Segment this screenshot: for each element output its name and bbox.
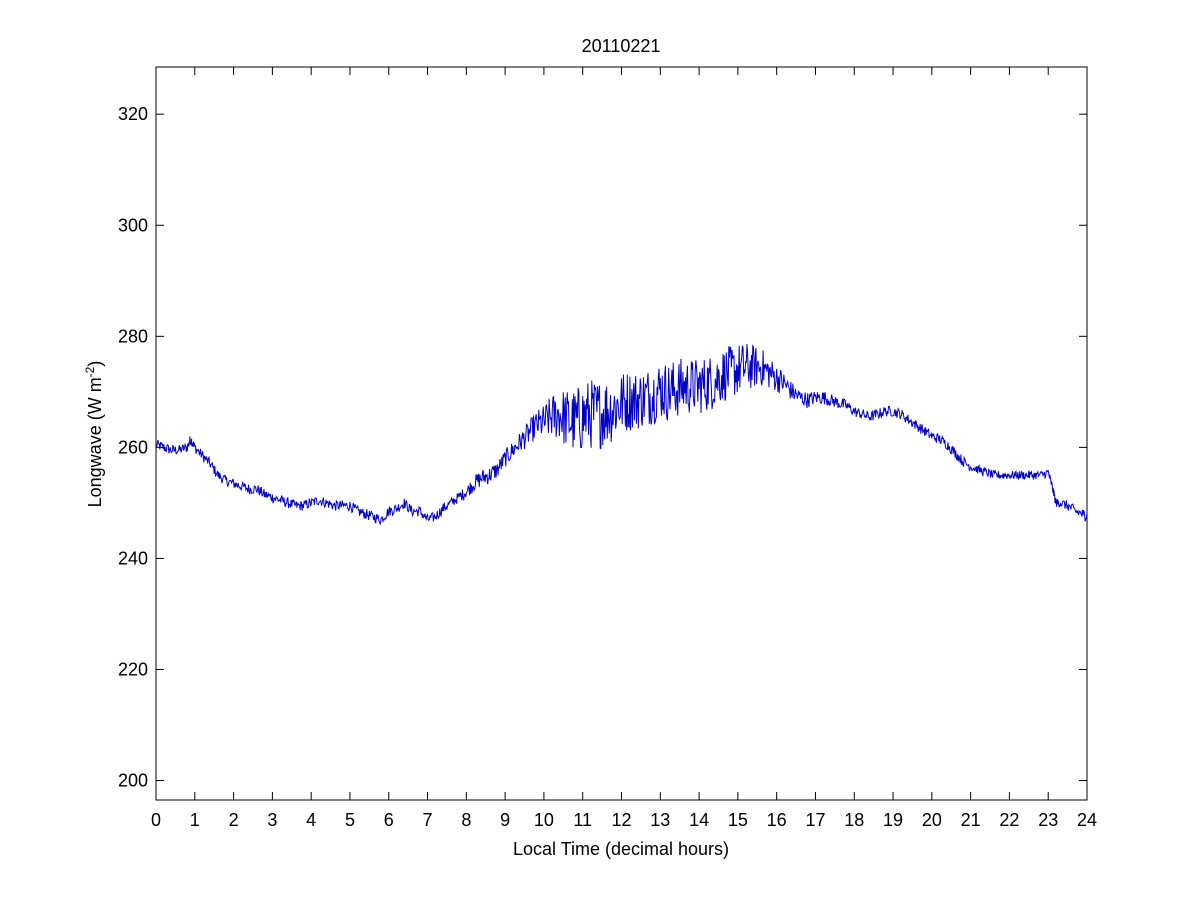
x-tick-label: 15 bbox=[728, 810, 748, 830]
chart-title: 20110221 bbox=[582, 36, 661, 56]
x-tick-label: 1 bbox=[190, 810, 200, 830]
y-tick-label: 300 bbox=[118, 215, 148, 235]
plot-area-frame bbox=[155, 66, 1088, 801]
x-tick-label: 16 bbox=[767, 810, 787, 830]
x-tick-label: 19 bbox=[883, 810, 903, 830]
x-tick-label: 0 bbox=[151, 810, 161, 830]
x-tick-label: 4 bbox=[306, 810, 316, 830]
x-tick-label: 23 bbox=[1038, 810, 1058, 830]
y-tick-label: 320 bbox=[118, 104, 148, 124]
x-tick-label: 5 bbox=[345, 810, 355, 830]
x-tick-label: 13 bbox=[650, 810, 670, 830]
y-axis-label-suffix: ) bbox=[85, 361, 105, 367]
x-tick-label: 2 bbox=[229, 810, 239, 830]
x-tick-label: 7 bbox=[423, 810, 433, 830]
x-tick-label: 12 bbox=[611, 810, 631, 830]
y-axis-label: Longwave (W m-2) bbox=[83, 361, 105, 508]
x-axis-label: Local Time (decimal hours) bbox=[513, 839, 729, 859]
y-tick-label: 280 bbox=[118, 326, 148, 346]
y-tick-label: 220 bbox=[118, 660, 148, 680]
x-tick-label: 18 bbox=[844, 810, 864, 830]
x-tick-label: 9 bbox=[500, 810, 510, 830]
longwave-series-line bbox=[155, 344, 1088, 526]
y-tick-label: 200 bbox=[118, 771, 148, 791]
x-tick-label: 11 bbox=[573, 810, 592, 830]
x-tick-label: 24 bbox=[1077, 810, 1097, 830]
x-tick-label: 10 bbox=[534, 810, 554, 830]
x-tick-label: 22 bbox=[999, 810, 1019, 830]
x-tick-label: 6 bbox=[384, 810, 394, 830]
y-axis-label-main: Longwave (W m bbox=[85, 377, 105, 507]
y-tick-label: 260 bbox=[118, 437, 148, 457]
x-tick-label: 3 bbox=[267, 810, 277, 830]
x-tick-label: 17 bbox=[805, 810, 825, 830]
x-tick-label: 21 bbox=[961, 810, 981, 830]
y-axis-label-superscript: -2 bbox=[83, 366, 97, 377]
x-tick-label: 8 bbox=[461, 810, 471, 830]
y-tick-label: 240 bbox=[118, 548, 148, 568]
x-tick-label: 14 bbox=[689, 810, 709, 830]
x-tick-label: 20 bbox=[922, 810, 942, 830]
